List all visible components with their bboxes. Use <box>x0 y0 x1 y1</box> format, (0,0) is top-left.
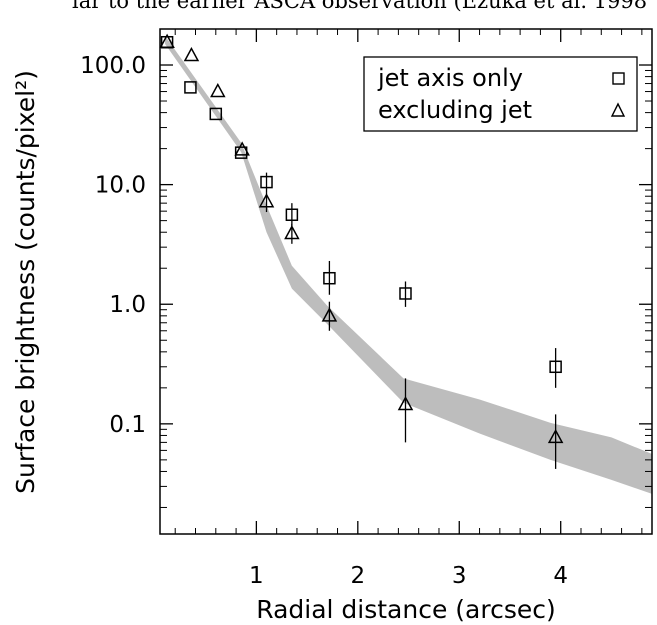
data-point-triangle <box>210 82 226 98</box>
data-point-square <box>549 360 562 374</box>
legend-marker-square <box>612 72 625 85</box>
y-tick-label: 0.1 <box>109 412 146 438</box>
data-point-triangle <box>159 33 175 48</box>
data-point-square <box>209 107 223 121</box>
y-axis-label: Surface brightness (counts/pixel²) <box>11 70 40 494</box>
data-points-layer <box>159 33 564 469</box>
data-point-triangle <box>234 141 250 156</box>
data-point-triangle <box>397 395 414 411</box>
data-point-square <box>184 81 197 94</box>
x-axis-label: Radial distance (arcsec) <box>256 595 556 624</box>
legend-marker-triangle <box>610 102 626 117</box>
data-point-square <box>323 271 336 285</box>
data-point-triangle <box>183 46 200 62</box>
data-point-triangle <box>258 193 275 208</box>
y-tick-label: 10.0 <box>95 173 146 199</box>
caption-fragment: lar to the earlier ASCA observation (Ezu… <box>72 0 648 13</box>
x-tick-label: 1 <box>249 563 264 589</box>
y-tick-label: 100.0 <box>80 53 146 79</box>
data-point-square <box>285 208 299 221</box>
data-point-triangle <box>547 428 564 444</box>
legend-box <box>363 56 638 132</box>
legend: jet axis only excluding jet <box>363 56 638 132</box>
data-point-square <box>399 287 412 300</box>
x-tick-label: 2 <box>350 563 365 589</box>
plot-frame <box>159 28 653 535</box>
legend-label-jet-axis: jet axis only <box>377 64 523 92</box>
y-tick-label: 1.0 <box>109 292 146 318</box>
x-tick-label: 4 <box>553 563 568 589</box>
legend-label-excluding-jet: excluding jet <box>378 96 532 124</box>
ticks-layer: 1 2 3 4 0.1 1.0 10.0 100.0 <box>80 28 652 589</box>
x-tick-label: 3 <box>452 563 467 589</box>
data-point-triangle <box>284 224 300 240</box>
data-point-square <box>260 175 273 189</box>
data-point-triangle <box>321 307 338 322</box>
